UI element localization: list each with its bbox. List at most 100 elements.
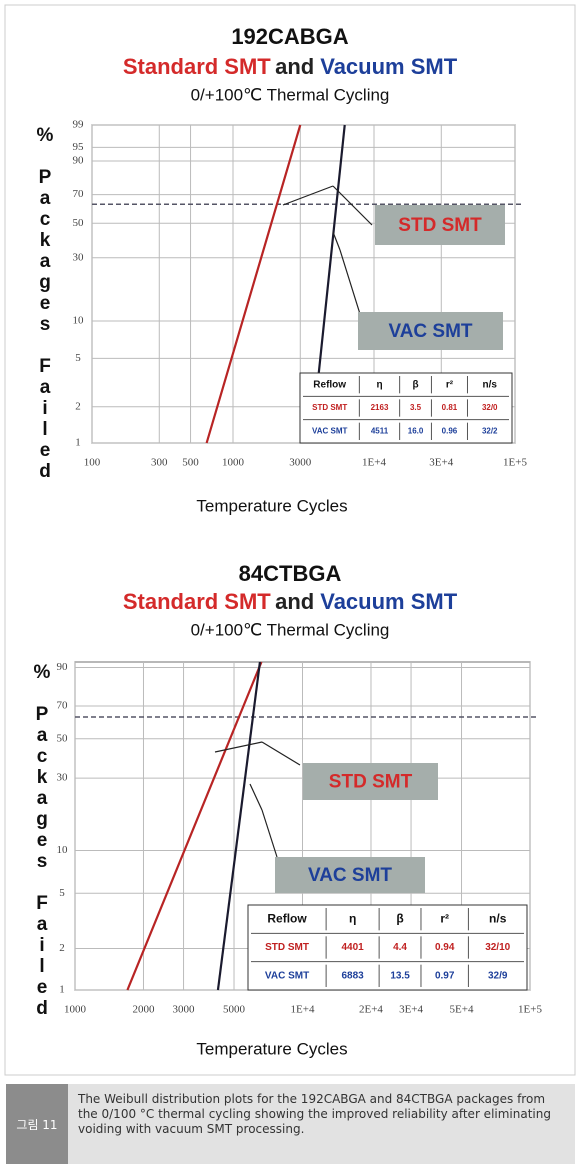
- leader-line: [261, 741, 301, 766]
- fit-line: [216, 661, 262, 991]
- table-cell: VAC SMT: [265, 970, 309, 981]
- leader-line: [332, 185, 373, 226]
- x-tick-label: 500: [182, 457, 199, 469]
- chart-subtitle-2: 0/+100℃ Thermal Cycling: [191, 620, 390, 639]
- table-header: β: [396, 911, 403, 925]
- table-cell: 4511: [371, 426, 389, 435]
- y-tick-label: 10: [73, 315, 85, 327]
- table-header: n/s: [489, 911, 507, 925]
- x-tick-label: 1000: [222, 457, 245, 469]
- annotation: STD SMT: [398, 215, 482, 236]
- caption-text: The Weibull distribution plots for the 1…: [68, 1084, 575, 1164]
- y-tick-label: 90: [73, 155, 85, 167]
- y-tick-label: 5: [59, 887, 65, 899]
- x-tick-label: 2000: [132, 1004, 155, 1016]
- table-cell: 6883: [342, 970, 365, 981]
- table-header: β: [412, 379, 418, 390]
- title-part: Standard SMT: [123, 54, 271, 79]
- x-axis-label: Temperature Cycles: [196, 496, 347, 515]
- title-part: Standard SMT: [123, 589, 271, 614]
- table-cell: 32/0: [482, 403, 498, 412]
- table-cell: 32/2: [482, 426, 498, 435]
- x-tick-label: 3000: [173, 1004, 196, 1016]
- chart-subtitle: Standard SMT and Vacuum SMT: [123, 54, 458, 79]
- x-tick-label: 1E+5: [503, 457, 527, 469]
- table-cell: 16.0: [408, 426, 424, 435]
- caption-label: 그림 11: [6, 1084, 68, 1164]
- fit-line: [205, 124, 302, 444]
- title-part: and: [275, 54, 314, 79]
- table-header: η: [349, 911, 356, 925]
- chart-title: 192CABGA: [231, 24, 348, 49]
- title-part: and: [275, 589, 314, 614]
- table-frame: [299, 372, 513, 444]
- table-cell: STD SMT: [265, 942, 309, 953]
- y-tick-label: 95: [73, 141, 85, 153]
- table-cell: 4401: [342, 942, 365, 953]
- table-cell: 0.94: [435, 942, 455, 953]
- table-cell: 32/9: [488, 970, 508, 981]
- frame: [4, 4, 576, 1076]
- y-axis-label: % Packages Failed: [35, 125, 56, 482]
- x-tick-label: 1E+4: [362, 457, 386, 469]
- x-tick-label: 2E+4: [359, 1004, 383, 1016]
- leader-line: [214, 741, 263, 753]
- annotation-box: [375, 205, 505, 245]
- table-cell: 4.4: [393, 942, 407, 953]
- x-axis-label: Temperature Cycles: [196, 1039, 347, 1058]
- leader-line: [339, 249, 361, 315]
- table-cell: 0.96: [442, 426, 458, 435]
- x-tick-label: 5000: [223, 1004, 246, 1016]
- chart-title: 84CTBGA: [239, 561, 342, 586]
- chart-subtitle: Standard SMT and Vacuum SMT: [123, 589, 458, 614]
- annotation: STD SMT: [329, 772, 413, 793]
- table-cell: 13.5: [390, 970, 410, 981]
- title-part: Vacuum SMT: [320, 589, 457, 614]
- leader-line: [249, 783, 263, 811]
- table-cell: 2163: [371, 403, 389, 412]
- y-tick-label: 1: [59, 984, 65, 996]
- x-tick-label: 3000: [289, 457, 312, 469]
- x-tick-label: 1E+5: [518, 1004, 542, 1016]
- y-axis-label: % Packages Failed: [32, 662, 53, 1019]
- y-tick-label: 10: [57, 844, 69, 856]
- annotation-box: [275, 857, 425, 893]
- annotation-box: [303, 763, 438, 800]
- table-cell: 3.5: [410, 403, 422, 412]
- y-tick-label: 2: [59, 942, 65, 954]
- table-header: r²: [446, 379, 454, 390]
- table-header: η: [376, 379, 382, 390]
- y-tick-label: 30: [73, 251, 85, 263]
- x-tick-label: 100: [84, 457, 101, 469]
- table-header: Reflow: [267, 911, 307, 925]
- x-tick-label: 3E+4: [429, 457, 453, 469]
- x-tick-label: 1E+4: [291, 1004, 315, 1016]
- x-tick-label: 300: [151, 457, 168, 469]
- table-cell: STD SMT: [312, 403, 347, 412]
- y-tick-label: 50: [73, 217, 85, 229]
- y-tick-label: 30: [57, 772, 69, 784]
- leader-line: [261, 809, 278, 858]
- table-cell: VAC SMT: [312, 426, 348, 435]
- leader-line: [282, 185, 334, 206]
- table-header: Reflow: [313, 379, 346, 390]
- table-frame: [247, 904, 528, 991]
- annotation: VAC SMT: [308, 865, 392, 886]
- annotation: VAC SMT: [388, 321, 472, 342]
- y-tick-label: 1: [75, 437, 81, 449]
- title-part: Vacuum SMT: [320, 54, 457, 79]
- y-tick-label: 50: [57, 732, 69, 744]
- table-cell: 32/10: [485, 942, 510, 953]
- leader-line: [332, 231, 341, 251]
- y-tick-label: 70: [57, 700, 69, 712]
- y-tick-label: 99: [73, 119, 85, 131]
- y-tick-label: 70: [73, 188, 85, 200]
- y-tick-label: 2: [75, 400, 81, 412]
- y-tick-label: 90: [57, 661, 69, 673]
- table-cell: 0.81: [442, 403, 458, 412]
- table-cell: 0.97: [435, 970, 455, 981]
- table-header: n/s: [483, 379, 498, 390]
- annotation-box: [358, 312, 503, 350]
